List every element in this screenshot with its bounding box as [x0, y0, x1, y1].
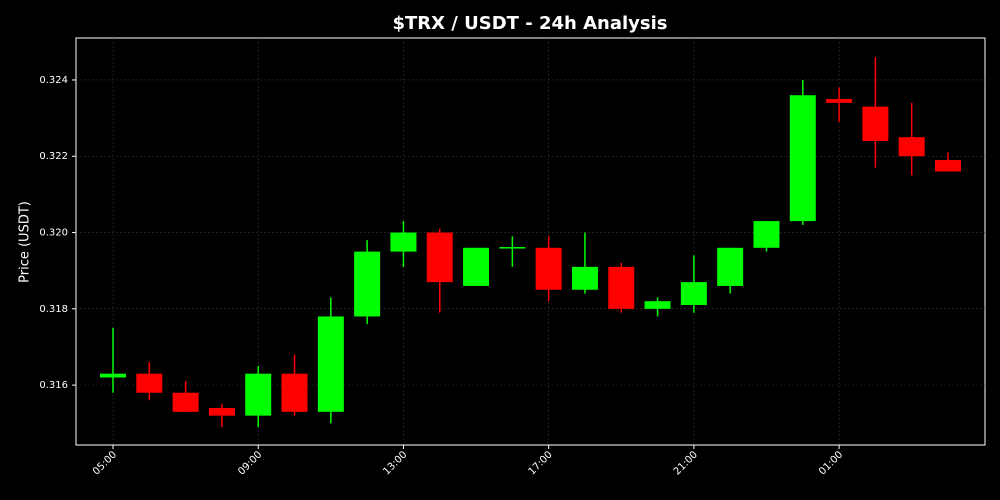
y-tick-label: 0.320 [39, 228, 68, 239]
y-tick-label: 0.322 [39, 151, 68, 162]
candle-body [680, 282, 707, 306]
candle-body [172, 392, 199, 412]
x-tick-label: 17:00 [527, 449, 555, 477]
x-tick-label: 05:00 [91, 449, 119, 477]
candle-body [535, 247, 562, 290]
y-axis-label: Price (USDT) [18, 201, 33, 283]
grid [76, 38, 985, 445]
y-tick-label: 0.316 [39, 380, 68, 391]
x-tick-label: 01:00 [817, 449, 845, 477]
candle-body [608, 266, 635, 309]
plot-area [75, 37, 986, 446]
candle-body [789, 95, 816, 222]
candle-body [136, 373, 163, 393]
candle-body [499, 247, 526, 249]
candle-body [426, 232, 453, 283]
candle-body [281, 373, 308, 412]
candle-body [571, 266, 598, 290]
candle-body [463, 247, 490, 286]
y-tick-label: 0.318 [39, 304, 68, 315]
candle-body [935, 160, 961, 172]
candle-body [644, 301, 671, 309]
candle-body [826, 99, 853, 103]
y-tick-label: 0.324 [39, 75, 68, 86]
candle-body [717, 247, 744, 286]
x-tick-label: 21:00 [672, 449, 700, 477]
candle-body [390, 232, 417, 252]
candle-body [208, 408, 235, 416]
candle-body [862, 106, 889, 141]
chart-title: $TRX / USDT - 24h Analysis [393, 13, 668, 34]
candle-body [317, 316, 344, 412]
candle-body [354, 251, 381, 317]
candle-body [898, 137, 925, 157]
candle-body [100, 373, 126, 378]
x-tick-label: 09:00 [236, 449, 264, 477]
candle-body [753, 221, 780, 248]
x-tick-label: 13:00 [381, 449, 409, 477]
candle-body [245, 373, 272, 416]
